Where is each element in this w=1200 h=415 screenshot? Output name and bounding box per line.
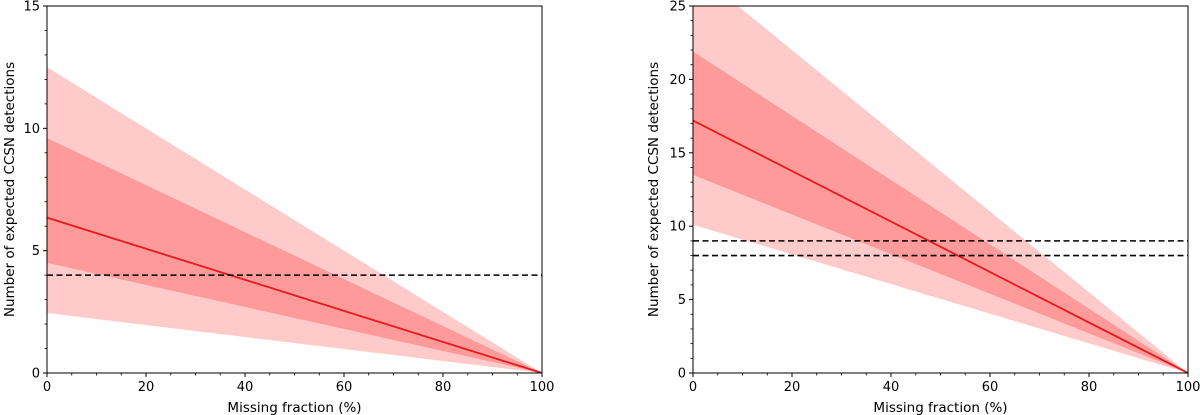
panel-right-y-tick-label: 0 <box>678 367 686 382</box>
panel-left-x-tick-label: 20 <box>138 380 155 395</box>
panel-left-y-tick-label: 5 <box>32 244 40 259</box>
panel-right-x-tick-label: 60 <box>982 380 999 395</box>
panel-right-x-tick-label: 100 <box>1176 380 1200 395</box>
panel-left-y-axis-label: Number of expected CCSN detections <box>2 62 18 317</box>
panel-left-y-tick-label: 0 <box>32 367 40 382</box>
panel-left-x-tick-label: 60 <box>336 380 353 395</box>
panel-right-x-tick-label: 20 <box>784 380 801 395</box>
panel-left-x-tick-label: 80 <box>435 380 452 395</box>
panel-left-plot-area <box>47 67 542 373</box>
panel-left-y-tick-label: 10 <box>23 122 40 137</box>
panel-right-y-tick-label: 25 <box>669 0 686 15</box>
panel-right-y-tick-label: 20 <box>669 73 686 88</box>
panel-right-outer-band <box>693 6 1188 373</box>
panel-right-y-tick-label: 5 <box>678 293 686 308</box>
panel-left-median-line <box>47 216 542 373</box>
panel-left-y-tick-label: 15 <box>23 0 40 15</box>
panel-right: 0 20 40 60 80 100 0 5 10 15 20 25 Missing fraction (… <box>646 0 1200 415</box>
panel-right-x-tick-label: 40 <box>883 380 900 395</box>
panel-right-y-tick-label: 10 <box>669 220 686 235</box>
panel-right-median-line <box>693 119 1188 373</box>
panel-right-y-axis-label: Number of expected CCSN detections <box>646 62 662 317</box>
panel-left-x-tick-label: 40 <box>237 380 254 395</box>
panel-right-plot-area <box>693 6 1188 373</box>
panel-left-inner-band <box>47 138 542 373</box>
panel-right-inner-band <box>693 51 1188 373</box>
panel-right-x-tick-label: 0 <box>689 380 697 395</box>
panel-right-x-axis-label: Missing fraction (%) <box>873 400 1007 415</box>
panel-right-y-tick-label: 15 <box>669 146 686 161</box>
panel-right-x-tick-label: 80 <box>1081 380 1098 395</box>
panel-left-x-tick-label: 100 <box>530 380 555 395</box>
panel-left-outer-band <box>47 67 542 373</box>
panel-left-x-tick-label: 0 <box>43 380 51 395</box>
panel-left-x-axis-label: Missing fraction (%) <box>227 400 361 415</box>
panel-left: 0 20 40 60 80 100 0 5 10 15 Missing fraction (%) Nu… <box>2 0 554 415</box>
